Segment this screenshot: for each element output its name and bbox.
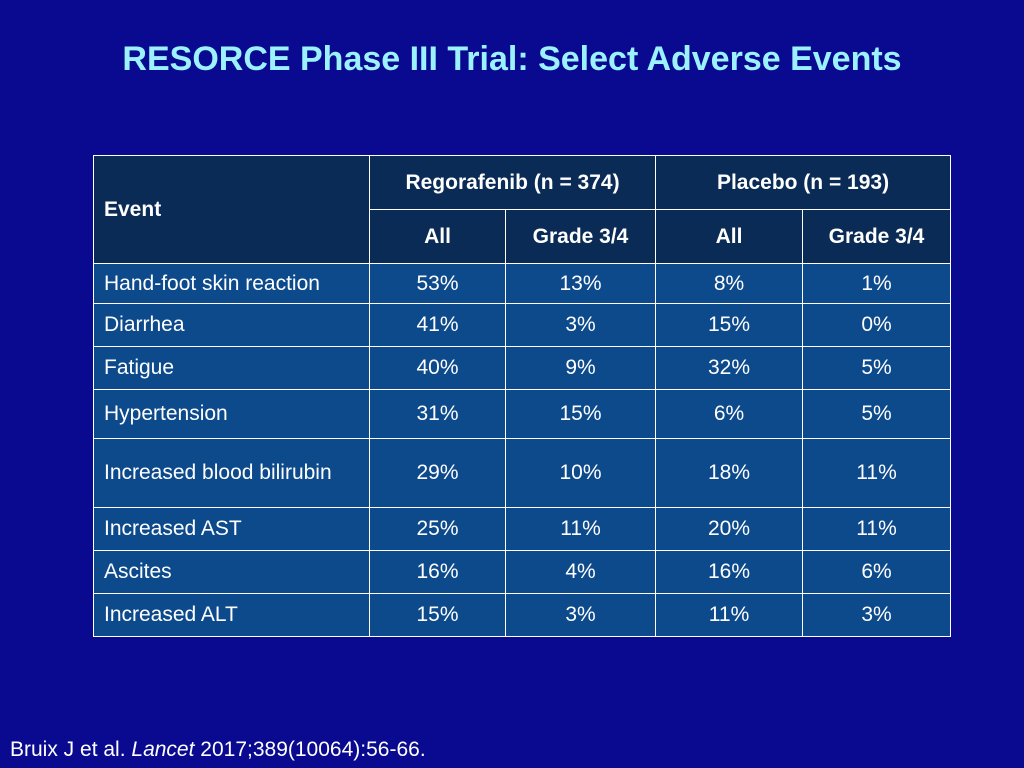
placebo-grade34-value: 11% [802,438,952,508]
regorafenib-grade34-value: 3% [504,593,657,637]
table-row: Ascites 16% 4% 16% 6% [93,550,952,594]
citation-authors: Bruix J et al. [10,738,126,761]
event-name: Ascites [93,550,370,594]
table-row: Increased ALT 15% 3% 11% 3% [93,593,952,637]
table-row: Fatigue 40% 9% 32% 5% [93,346,952,390]
table-row: Increased AST 25% 11% 20% 11% [93,507,952,551]
regorafenib-all-value: 31% [369,389,506,439]
event-name: Increased ALT [93,593,370,637]
placebo-grade34-value: 6% [802,550,952,594]
citation-journal: Lancet [131,738,195,761]
regorafenib-all-value: 16% [369,550,506,594]
regorafenib-all-header: All [369,209,506,264]
regorafenib-grade34-value: 11% [504,507,657,551]
regorafenib-grade34-value: 3% [504,303,657,347]
table-row: Increased blood bilirubin 29% 10% 18% 11… [93,438,952,508]
regorafenib-group-header: Regorafenib (n = 374) [368,155,657,210]
slide-title: RESORCE Phase III Trial: Select Adverse … [122,40,902,78]
citation-reference: 2017;389(10064):56-66. [200,738,426,761]
regorafenib-all-value: 53% [369,263,506,304]
regorafenib-all-value: 40% [369,346,506,390]
event-name: Fatigue [93,346,370,390]
placebo-grade34-value: 5% [802,389,952,439]
regorafenib-all-value: 25% [369,507,506,551]
placebo-grade34-value: 11% [802,507,952,551]
placebo-all-value: 6% [655,389,804,439]
placebo-grade34-value: 1% [802,263,952,304]
placebo-all-header: All [655,209,804,264]
placebo-all-value: 11% [655,593,804,637]
citation: Bruix J et al. Lancet 2017;389(10064):56… [10,738,426,762]
placebo-group-header: Placebo (n = 193) [655,155,952,210]
regorafenib-all-value: 29% [369,438,506,508]
regorafenib-all-value: 41% [369,303,506,347]
header-row-subcolumns: All Grade 3/4 All Grade 3/4 [94,209,952,264]
placebo-all-value: 20% [655,507,804,551]
placebo-all-value: 16% [655,550,804,594]
regorafenib-grade34-value: 9% [504,346,657,390]
regorafenib-grade34-header: Grade 3/4 [504,209,657,264]
event-name: Diarrhea [93,303,370,347]
regorafenib-grade34-value: 10% [504,438,657,508]
event-name: Increased AST [93,507,370,551]
adverse-events-table: Event Regorafenib (n = 374) Placebo (n =… [93,155,952,637]
placebo-grade34-value: 5% [802,346,952,390]
header-row-groups: Event Regorafenib (n = 374) Placebo (n =… [93,155,952,264]
regorafenib-grade34-value: 15% [504,389,657,439]
placebo-grade34-value: 0% [802,303,952,347]
regorafenib-all-value: 15% [369,593,506,637]
table-row: Hypertension 31% 15% 6% 5% [93,389,952,439]
placebo-all-value: 8% [655,263,804,304]
event-column-header: Event [93,155,370,264]
regorafenib-grade34-value: 13% [504,263,657,304]
table-row: Hand-foot skin reaction 53% 13% 8% 1% [93,263,952,304]
placebo-all-value: 15% [655,303,804,347]
event-name: Increased blood bilirubin [93,438,370,508]
event-name: Hypertension [93,389,370,439]
placebo-grade34-header: Grade 3/4 [802,209,952,264]
placebo-all-value: 18% [655,438,804,508]
table-row: Diarrhea 41% 3% 15% 0% [93,303,952,347]
placebo-grade34-value: 3% [802,593,952,637]
placebo-all-value: 32% [655,346,804,390]
event-name: Hand-foot skin reaction [93,263,370,304]
regorafenib-grade34-value: 4% [504,550,657,594]
